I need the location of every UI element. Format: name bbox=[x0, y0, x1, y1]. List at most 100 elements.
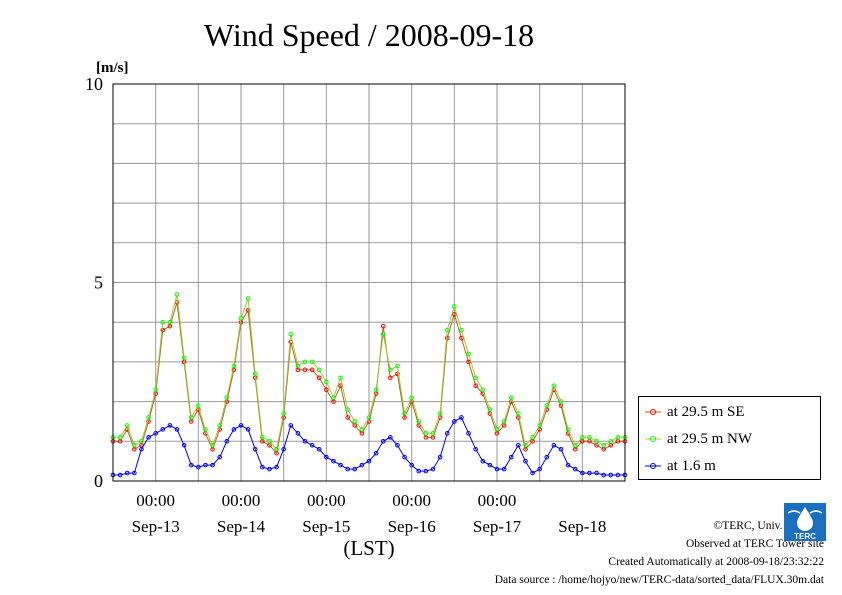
legend-label-nw: at 29.5 m NW bbox=[667, 430, 752, 447]
data-point bbox=[331, 458, 336, 464]
data-point bbox=[295, 363, 301, 369]
data-point bbox=[217, 423, 222, 428]
series-layer bbox=[110, 292, 628, 478]
data-point bbox=[402, 411, 407, 416]
x-time-tick-label: 00:00 bbox=[307, 491, 346, 510]
data-point bbox=[601, 472, 606, 478]
data-point bbox=[231, 427, 237, 432]
data-point bbox=[587, 470, 592, 476]
data-point bbox=[516, 442, 521, 448]
data-point bbox=[260, 464, 265, 470]
data-point bbox=[466, 359, 471, 365]
data-point bbox=[388, 367, 393, 373]
data-point bbox=[153, 431, 158, 436]
grid bbox=[113, 84, 625, 481]
data-point bbox=[558, 399, 564, 404]
data-point bbox=[572, 466, 578, 472]
data-point bbox=[558, 446, 564, 452]
data-point bbox=[267, 439, 272, 444]
data-point bbox=[395, 442, 400, 448]
data-point bbox=[366, 458, 372, 464]
data-point bbox=[373, 387, 379, 392]
data-point bbox=[380, 439, 386, 444]
footer-observed: Observed at TERC Tower site bbox=[685, 538, 824, 550]
data-point bbox=[210, 462, 215, 468]
x-time-tick-label: 00:00 bbox=[392, 491, 431, 510]
data-point bbox=[423, 431, 429, 436]
data-point bbox=[160, 427, 166, 432]
y-axis-unit-label: [m/s] bbox=[96, 60, 129, 76]
data-point bbox=[480, 387, 486, 392]
data-point bbox=[345, 466, 350, 472]
data-point bbox=[430, 431, 436, 436]
data-point bbox=[288, 423, 294, 428]
data-point bbox=[231, 363, 237, 369]
data-point bbox=[572, 442, 578, 448]
data-point bbox=[466, 351, 471, 357]
data-point bbox=[124, 470, 130, 476]
data-point bbox=[388, 375, 393, 381]
data-point bbox=[494, 466, 500, 472]
y-tick-labels: 0 5 10 bbox=[85, 74, 103, 491]
data-point bbox=[302, 367, 308, 373]
data-point bbox=[501, 466, 507, 472]
data-point bbox=[146, 435, 151, 440]
data-point bbox=[565, 427, 571, 432]
data-point bbox=[395, 363, 400, 369]
plot-frame bbox=[112, 83, 626, 482]
data-point bbox=[324, 379, 329, 385]
data-point bbox=[316, 446, 322, 452]
data-point bbox=[274, 446, 279, 452]
data-point bbox=[459, 335, 464, 341]
data-point bbox=[309, 359, 315, 365]
data-point bbox=[188, 415, 194, 420]
data-point bbox=[274, 464, 279, 470]
data-point bbox=[473, 383, 478, 389]
data-point bbox=[544, 403, 550, 408]
data-point bbox=[516, 411, 521, 416]
data-point bbox=[174, 292, 180, 297]
data-point bbox=[444, 335, 450, 341]
data-point bbox=[203, 462, 208, 468]
data-point bbox=[316, 375, 322, 381]
data-point bbox=[551, 442, 557, 448]
legend-marker-se bbox=[645, 409, 661, 415]
x-time-tick-label: 00:00 bbox=[478, 491, 517, 510]
data-point bbox=[139, 439, 144, 444]
data-point bbox=[210, 442, 215, 448]
data-point bbox=[324, 387, 329, 392]
data-point bbox=[580, 435, 585, 440]
data-point bbox=[452, 419, 457, 424]
data-point bbox=[416, 468, 422, 474]
logo-drop-icon bbox=[797, 507, 813, 531]
legend-label-se: at 29.5 m SE bbox=[667, 403, 745, 420]
data-point bbox=[196, 403, 201, 408]
data-point bbox=[380, 331, 386, 337]
data-point bbox=[338, 462, 343, 468]
data-point bbox=[181, 355, 187, 361]
x-date-label: Sep-18 bbox=[558, 517, 606, 536]
terc-logo: TERC bbox=[784, 503, 826, 541]
data-point bbox=[295, 431, 301, 436]
data-point bbox=[245, 427, 251, 432]
data-point bbox=[217, 454, 222, 460]
data-point bbox=[437, 454, 443, 460]
data-point bbox=[523, 442, 528, 448]
data-point bbox=[466, 431, 471, 436]
data-point bbox=[402, 454, 407, 460]
x-date-label: Sep-14 bbox=[217, 517, 266, 536]
series-line bbox=[113, 294, 625, 451]
data-point bbox=[124, 423, 130, 428]
data-point bbox=[530, 435, 535, 440]
data-point bbox=[160, 327, 166, 333]
data-point bbox=[444, 431, 450, 436]
data-point bbox=[416, 419, 422, 424]
series-line bbox=[113, 416, 625, 476]
legend-marker-nw bbox=[645, 436, 661, 442]
logo-text: TERC bbox=[794, 532, 816, 541]
data-point bbox=[181, 442, 187, 448]
data-point bbox=[288, 331, 294, 337]
data-point bbox=[409, 395, 414, 400]
data-point bbox=[196, 464, 201, 470]
x-date-label: Sep-17 bbox=[473, 517, 522, 536]
